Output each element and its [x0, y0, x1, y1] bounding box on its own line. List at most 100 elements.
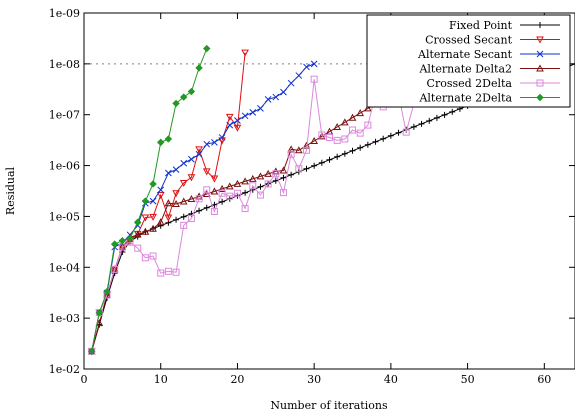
plus-marker: [180, 213, 187, 220]
y-tick-label: 1e-04: [49, 261, 80, 274]
cross-marker: [310, 60, 318, 68]
legend-box: [366, 14, 571, 108]
square-marker: [180, 221, 188, 229]
cross-marker: [264, 96, 272, 103]
plus-marker: [387, 132, 394, 139]
legend-entry-crossed-2delta: Crossed 2Delta: [427, 77, 560, 90]
plus-marker: [272, 177, 279, 184]
cross-marker: [536, 50, 544, 58]
x-axis-label: Number of iterations: [270, 399, 388, 412]
cross-marker: [188, 155, 195, 163]
plus-marker: [318, 159, 325, 166]
diamond-marker: [103, 287, 111, 296]
cross-marker: [172, 166, 180, 173]
triangle-up-marker: [133, 230, 142, 238]
plus-marker: [418, 120, 425, 127]
diamond-marker: [536, 93, 544, 102]
y-tick-label: 1e-09: [49, 7, 80, 20]
square-marker: [349, 126, 357, 134]
square-marker: [141, 254, 149, 262]
triangle-up-marker: [248, 174, 257, 182]
plus-marker: [357, 144, 364, 151]
square-marker: [149, 252, 157, 260]
triangle-up-marker: [210, 187, 219, 195]
triangle-down-marker: [536, 36, 544, 44]
triangle-up-marker: [317, 132, 326, 140]
square-marker: [241, 205, 249, 213]
axis-ticks: 0 10 20 30 40 50 60 1e-02 1e-03 1e-04 1e-05 1e-06 1e…: [49, 7, 575, 386]
triangle-up-marker: [356, 109, 365, 117]
plus-marker: [334, 153, 341, 160]
square-marker: [326, 133, 333, 141]
legend-label: Crossed 2Delta: [427, 77, 513, 90]
cross-marker: [287, 79, 295, 87]
series-line-alternate-2delta: [91, 48, 208, 352]
triangle-up-marker: [179, 197, 188, 205]
square-marker: [134, 244, 142, 252]
square-marker: [272, 170, 280, 178]
legend-entry-alternate-delta2: Alternate Delta2: [418, 63, 560, 76]
triangle-up-marker: [364, 104, 372, 112]
square-marker: [264, 180, 272, 188]
diamond-marker: [172, 99, 180, 108]
triangle-down-marker: [179, 179, 188, 188]
y-tick-label: 1e-03: [49, 312, 80, 325]
plus-marker: [157, 222, 164, 229]
plus-marker: [449, 108, 456, 115]
triangle-down-marker: [225, 113, 234, 121]
triangle-up-marker: [225, 182, 234, 190]
diamond-marker: [180, 93, 188, 101]
cross-marker: [241, 112, 249, 120]
plus-marker: [426, 117, 433, 124]
plus-marker: [364, 141, 371, 148]
triangle-down-marker: [210, 175, 219, 183]
legend-label: Alternate Delta2: [418, 63, 512, 76]
x-tick-label: 40: [384, 373, 398, 386]
cross-marker: [165, 169, 172, 177]
square-marker: [203, 186, 211, 194]
plus-marker: [349, 147, 356, 154]
legend-entry-fixed-point: Fixed Point: [449, 19, 560, 32]
plus-marker: [257, 183, 264, 190]
diamond-marker: [187, 87, 196, 96]
y-axis-label: Residual: [4, 166, 17, 215]
x-tick-label: 60: [537, 373, 551, 386]
square-marker: [172, 268, 180, 276]
plus-marker: [410, 123, 417, 130]
triangle-up-marker: [536, 64, 544, 72]
triangle-up-marker: [256, 172, 265, 180]
square-marker: [187, 215, 195, 223]
legend-label: Crossed Secant: [425, 34, 512, 47]
series-alternate-2delta: [87, 44, 211, 356]
square-marker: [233, 189, 241, 197]
plus-marker: [288, 171, 295, 178]
plus-marker: [173, 216, 180, 223]
triangle-up-marker: [333, 122, 342, 131]
y-tick-label: 1e-02: [49, 363, 80, 376]
series-line-crossed-2delta: [91, 58, 423, 352]
x-tick-label: 50: [461, 373, 475, 386]
triangle-down-marker: [156, 192, 165, 200]
plus-marker: [372, 138, 379, 145]
triangle-up-marker: [294, 146, 303, 154]
square-marker: [218, 189, 226, 197]
legend-label: Fixed Point: [449, 19, 513, 32]
square-marker: [164, 267, 172, 275]
x-tick-label: 30: [307, 373, 321, 386]
triangle-up-marker: [149, 224, 157, 232]
cross-marker: [272, 93, 280, 101]
triangle-down-marker: [164, 214, 173, 222]
square-marker: [318, 131, 326, 139]
square-marker: [310, 75, 318, 83]
x-tick-label: 10: [154, 373, 168, 386]
legend-label: Alternate 2Delta: [418, 92, 512, 105]
cross-marker: [280, 88, 287, 96]
legend-entry-alternate-secant: Alternate Secant: [417, 48, 560, 61]
legend-entry-crossed-secant: Crossed Secant: [425, 34, 560, 47]
triangle-up-marker: [187, 194, 196, 202]
diamond-marker: [157, 138, 165, 147]
cross-marker: [303, 63, 310, 71]
plus-marker: [380, 135, 387, 142]
